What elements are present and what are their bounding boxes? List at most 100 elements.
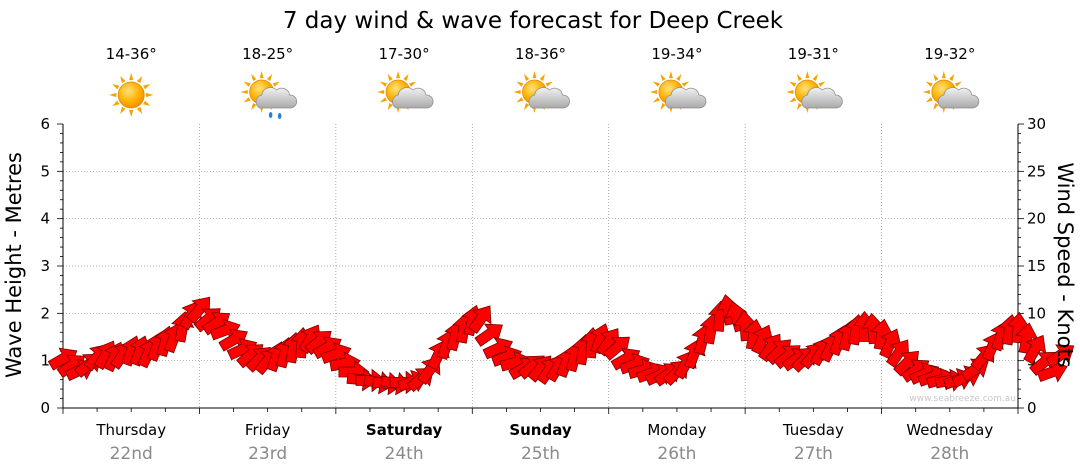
sun-ray	[259, 71, 264, 79]
day-date-label: 28th	[930, 444, 969, 464]
sun-ray	[812, 73, 818, 81]
cloud-shape	[528, 87, 570, 109]
cloud-shape	[937, 87, 980, 109]
sun-ray	[379, 81, 388, 87]
y-left-tick-label: 4	[40, 210, 50, 228]
day-name-label: Sunday	[509, 421, 572, 439]
sun-ray	[266, 73, 273, 81]
sun-ray	[925, 81, 933, 87]
chart-title: 7 day wind & wave forecast for Deep Cree…	[283, 8, 784, 34]
sun-ray	[786, 90, 794, 94]
sun-ray	[681, 81, 690, 87]
sun-ray	[243, 97, 251, 103]
wind-arrow	[885, 339, 910, 368]
sun-ray	[272, 81, 280, 87]
day-name-label: Monday	[647, 421, 706, 439]
day-date-label: 25th	[521, 444, 560, 464]
sun-ray	[652, 81, 660, 87]
sun-ray	[377, 90, 385, 94]
sun-ray	[516, 81, 524, 87]
sun-cloud-icon	[922, 71, 980, 113]
cloud-shape	[664, 87, 707, 109]
y-left-tick-label: 1	[40, 352, 50, 370]
sun-ray	[539, 73, 545, 81]
day-temperature-label: 19-34°	[651, 45, 702, 63]
y-right-tick-label: 25	[1027, 162, 1046, 180]
day-date-label: 26th	[657, 444, 696, 464]
sun-cloud-icon	[786, 71, 843, 113]
credit-text: www.seabreeze.com.au	[909, 394, 1016, 404]
sun-ray	[387, 103, 393, 111]
day-temperature-label: 19-31°	[788, 45, 839, 63]
wind-arrow	[1023, 334, 1047, 365]
day-labels: Thursday 22nd 14-36° Friday 23rd 18-25° Saturd…	[95, 45, 993, 464]
sun-ray	[112, 100, 120, 106]
sun-ray	[240, 90, 248, 94]
sun-ray	[120, 106, 126, 115]
sun-ray	[524, 73, 530, 81]
sun-ray	[129, 109, 134, 117]
sun-ray	[403, 73, 409, 81]
y-axis-right-title: Wind Speed - Knots	[1053, 162, 1077, 367]
day-temperature-label: 18-25°	[242, 45, 293, 63]
y-right-tick-label: 0	[1027, 399, 1037, 417]
sun-ray	[789, 81, 797, 87]
y-right-tick-label: 20	[1027, 210, 1046, 228]
sun-ray	[660, 73, 666, 81]
sun-ray	[933, 73, 939, 81]
sun-ray	[545, 81, 553, 87]
chart-grid	[63, 124, 1018, 408]
sun-ray	[251, 103, 257, 111]
sun-ray	[379, 97, 388, 103]
sun-ray	[660, 103, 666, 111]
y-left-tick-label: 2	[40, 304, 50, 322]
sun-ray	[243, 81, 251, 87]
sun-ray	[396, 71, 401, 79]
sun-ray	[649, 90, 658, 94]
sun-ray	[251, 73, 257, 81]
y-left-tick-label: 0	[40, 399, 50, 417]
wind-arrow	[474, 323, 503, 347]
sun-ray	[143, 84, 151, 90]
day-name-label: Wednesday	[906, 421, 993, 439]
sun-ray	[941, 71, 946, 79]
y-left-tick-label: 5	[40, 162, 50, 180]
cloud-shape	[392, 87, 434, 109]
sun-ray	[652, 97, 660, 103]
wind-arrow	[879, 328, 902, 359]
sun-ray	[933, 103, 939, 111]
raindrop	[268, 112, 273, 118]
sun-ray	[120, 75, 126, 84]
sun-ray	[409, 81, 417, 87]
sun-ray	[513, 90, 521, 94]
sun-disc	[117, 81, 145, 109]
sun-cloud-icon	[513, 71, 570, 113]
sun-cloud-icon	[649, 71, 707, 113]
wind-arrow	[1045, 344, 1075, 368]
day-name-label: Thursday	[95, 421, 166, 439]
wind-arrow	[468, 305, 492, 334]
sun-ray	[805, 71, 810, 79]
y-left-tick-label: 3	[40, 257, 50, 275]
sun-ray	[129, 73, 134, 81]
sun-ray	[668, 71, 673, 79]
sun-ray	[676, 73, 682, 81]
day-date-label: 22nd	[110, 444, 153, 464]
wind-arrow	[186, 296, 211, 325]
sun-ray	[136, 75, 143, 84]
sun-ray	[818, 81, 826, 87]
sun-ray	[146, 92, 154, 98]
day-name-label: Tuesday	[782, 421, 844, 439]
sun-ray	[112, 84, 120, 90]
sun-ray	[143, 100, 151, 106]
wind-arrows	[47, 294, 1075, 396]
wind-arrow	[602, 336, 630, 361]
sun-ray	[796, 103, 803, 111]
sun-cloud-icon	[377, 71, 434, 113]
sun-cloud-rain-icon	[240, 71, 298, 119]
sun-ray	[796, 73, 803, 81]
raindrop	[277, 113, 282, 119]
sun-ray	[387, 73, 393, 81]
day-date-label: 23rd	[248, 444, 287, 464]
